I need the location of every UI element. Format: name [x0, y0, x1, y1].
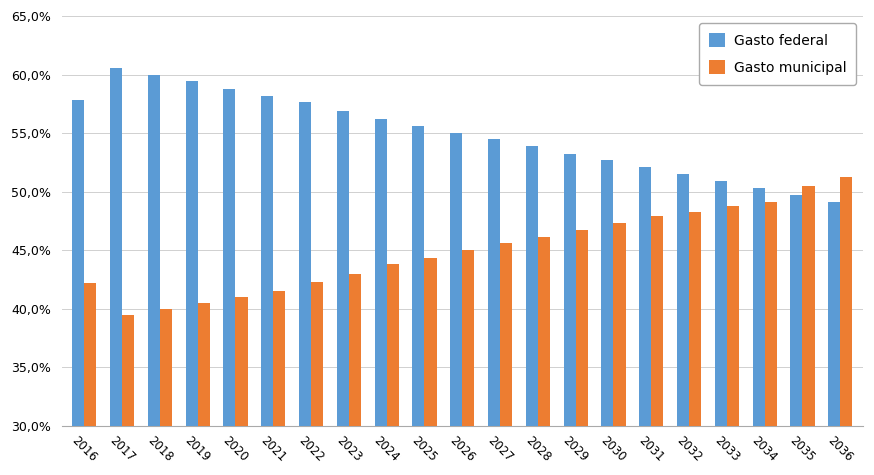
Bar [462, 250, 475, 475]
Bar [450, 133, 462, 475]
Bar [413, 126, 425, 475]
Bar [676, 174, 689, 475]
Bar [425, 258, 436, 475]
Bar [110, 67, 122, 475]
Bar [765, 202, 777, 475]
Bar [727, 206, 739, 475]
Bar [122, 315, 134, 475]
Bar [538, 238, 550, 475]
Bar [185, 80, 198, 475]
Bar [375, 119, 386, 475]
Bar [828, 202, 840, 475]
Bar [576, 230, 587, 475]
Bar [336, 111, 349, 475]
Bar [198, 303, 210, 475]
Bar [601, 160, 614, 475]
Bar [564, 154, 576, 475]
Bar [651, 216, 663, 475]
Bar [274, 291, 285, 475]
Bar [488, 139, 500, 475]
Bar [614, 223, 626, 475]
Bar [349, 274, 361, 475]
Bar [148, 75, 160, 475]
Bar [299, 102, 311, 475]
Legend: Gasto federal, Gasto municipal: Gasto federal, Gasto municipal [699, 23, 856, 85]
Bar [715, 181, 727, 475]
Bar [84, 283, 96, 475]
Bar [224, 89, 235, 475]
Bar [500, 243, 512, 475]
Bar [235, 297, 247, 475]
Bar [311, 282, 323, 475]
Bar [689, 212, 701, 475]
Bar [639, 167, 651, 475]
Bar [160, 309, 172, 475]
Bar [753, 188, 765, 475]
Bar [73, 100, 84, 475]
Bar [790, 195, 802, 475]
Bar [261, 96, 274, 475]
Bar [840, 177, 852, 475]
Bar [526, 146, 538, 475]
Bar [386, 265, 399, 475]
Bar [802, 186, 815, 475]
